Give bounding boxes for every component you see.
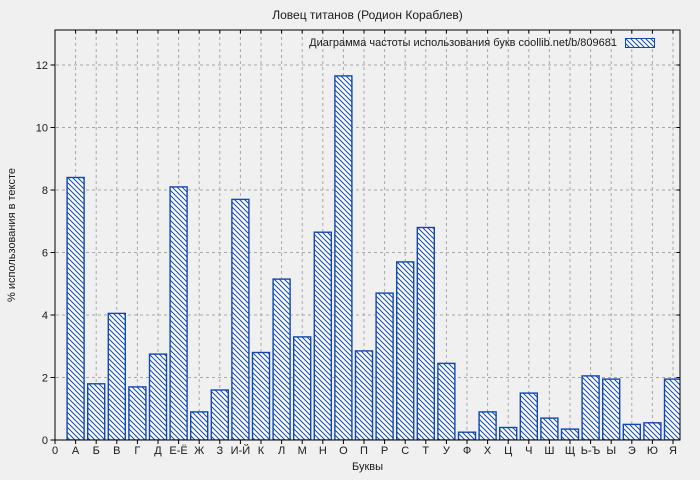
bar-П <box>354 350 374 440</box>
x-tick-label-Ш: Ш <box>544 445 554 457</box>
x-tick-label-Я: Я <box>669 445 677 457</box>
bar-Ж <box>189 411 209 440</box>
x-tick-label-С: С <box>401 445 409 457</box>
x-tick-label-З: З <box>216 445 223 457</box>
x-tick-label-К: К <box>258 445 265 457</box>
bar-О <box>334 75 353 440</box>
y-tick-label-0: 0 <box>42 435 48 447</box>
x-tick-label-Ж: Ж <box>194 445 204 457</box>
bar-Ф <box>457 431 477 440</box>
x-tick-label-А: А <box>72 445 80 457</box>
bar-Х <box>478 411 497 440</box>
bar-Т <box>416 226 435 440</box>
bars-group <box>66 75 680 440</box>
x-tick-label-Ы: Ы <box>606 445 616 457</box>
bar-Я <box>663 378 680 440</box>
bar-Ы <box>602 378 621 440</box>
x-tick-label-В: В <box>113 445 120 457</box>
bar-Д <box>148 353 168 440</box>
x-tick-label-О: О <box>339 445 348 457</box>
x-tick-label-П: П <box>360 445 368 457</box>
x-tick-label-Ф: Ф <box>463 445 471 457</box>
x-tick-label-Д: Д <box>154 445 162 457</box>
x-tick-label-И-Й: И-Й <box>231 444 250 457</box>
y-tick-label-12: 12 <box>36 60 48 72</box>
x-tick-label-Л: Л <box>278 445 285 457</box>
bar-Ш <box>540 417 559 440</box>
chart-title: Ловец титанов (Родион Кораблев) <box>272 8 463 22</box>
x-tick-label-0: 0 <box>52 445 58 457</box>
x-tick-label-Т: Т <box>422 445 429 457</box>
bar-У <box>437 362 456 440</box>
x-tick-label-Ь-Ъ: Ь-Ъ <box>581 445 601 457</box>
bar-Г <box>128 386 147 440</box>
x-tick-label-У: У <box>443 445 451 457</box>
bar-А <box>66 176 85 440</box>
x-tick-label-Р: Р <box>381 445 388 457</box>
x-tick-label-Ч: Ч <box>525 445 532 457</box>
bar-Л <box>272 278 291 440</box>
bar-Ю <box>643 422 662 440</box>
bar-Б <box>86 383 106 440</box>
x-tick-label-М: М <box>298 445 307 457</box>
bar-В <box>107 312 127 440</box>
bar-Е-Ё <box>169 186 188 440</box>
x-tick-label-Э: Э <box>628 445 636 457</box>
x-tick-label-Х: Х <box>484 445 492 457</box>
bar-Э <box>622 423 641 440</box>
bar-Р <box>375 292 394 440</box>
x-axis-label: Буквы <box>351 461 384 473</box>
plot-border <box>54 29 681 441</box>
bar-М <box>293 336 312 440</box>
bar-Ц <box>499 426 518 440</box>
bar-С <box>396 261 415 440</box>
y-axis-label: % использования в тексте <box>6 168 18 302</box>
bar-Щ <box>560 428 580 440</box>
bar-Ч <box>519 392 538 440</box>
x-tick-label-Ю: Ю <box>647 445 658 457</box>
x-tick-label-Ц: Ц <box>504 445 512 457</box>
y-tick-label-6: 6 <box>42 248 48 260</box>
y-tick-label-8: 8 <box>42 185 48 197</box>
bar-З <box>210 389 230 440</box>
bar-Ь-Ъ <box>581 375 600 440</box>
legend-label: Диаграмма частоты использования букв coo… <box>309 37 617 49</box>
x-tick-label-Г: Г <box>134 445 140 457</box>
x-tick-label-Б: Б <box>93 445 100 457</box>
bar-Н <box>313 231 332 440</box>
bar-К <box>251 351 271 440</box>
legend-swatch-hatched <box>625 38 655 48</box>
y-tick-label-10: 10 <box>36 123 48 135</box>
x-tick-label-Н: Н <box>319 445 327 457</box>
y-tick-label-2: 2 <box>42 373 48 385</box>
x-tick-label-Е-Ё: Е-Ё <box>169 445 187 457</box>
x-tick-label-Щ: Щ <box>565 445 575 457</box>
legend: Диаграмма частоты использования букв coo… <box>309 37 655 49</box>
bar-И-Й <box>231 198 250 440</box>
y-tick-label-4: 4 <box>42 310 48 322</box>
